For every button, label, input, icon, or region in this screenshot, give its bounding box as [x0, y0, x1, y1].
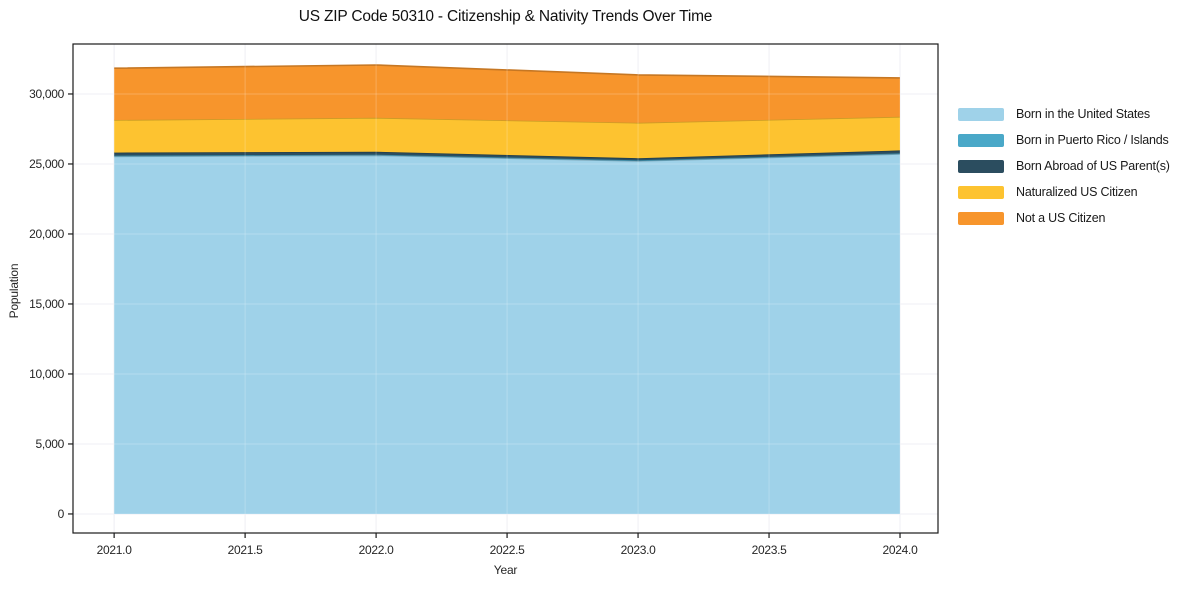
- y-tick-label: 20,000: [29, 227, 65, 241]
- legend-item: Not a US Citizen: [958, 205, 1170, 231]
- chart-title: US ZIP Code 50310 - Citizenship & Nativi…: [298, 8, 713, 25]
- area-series-4: [114, 65, 901, 123]
- area-series-4-edge: [114, 64, 901, 79]
- y-tick-label: 5,000: [35, 437, 64, 451]
- area-series-3: [114, 116, 901, 159]
- x-tick-label: 2021.0: [97, 543, 133, 557]
- legend-item: Born Abroad of US Parent(s): [958, 153, 1170, 179]
- y-axis-label: Population: [7, 263, 21, 319]
- legend-item: Naturalized US Citizen: [958, 179, 1170, 205]
- x-tick-label: 2022.5: [490, 543, 526, 557]
- legend-label: Naturalized US Citizen: [1016, 185, 1138, 199]
- y-tick-label: 10,000: [29, 367, 65, 381]
- legend-label: Not a US Citizen: [1016, 211, 1106, 225]
- y-tick-label: 0: [58, 507, 65, 521]
- legend: Born in the United States Born in Puerto …: [958, 101, 1170, 231]
- legend-item: Born in the United States: [958, 101, 1170, 127]
- x-tick-label: 2022.0: [359, 543, 395, 557]
- axes-spines: [72, 43, 939, 534]
- x-tick-label: 2021.5: [228, 543, 264, 557]
- legend-swatch: [958, 185, 1004, 199]
- legend-item: Born in Puerto Rico / Islands: [958, 127, 1170, 153]
- x-tick-label: 2023.0: [621, 543, 657, 557]
- legend-swatch: [958, 133, 1004, 147]
- y-tick-label: 25,000: [29, 157, 65, 171]
- x-tick-label: 2023.5: [752, 543, 788, 557]
- x-axis-label: Year: [493, 563, 518, 577]
- legend-swatch: [958, 159, 1004, 173]
- legend-label: Born Abroad of US Parent(s): [1016, 159, 1170, 173]
- legend-swatch: [958, 211, 1004, 225]
- legend-label: Born in Puerto Rico / Islands: [1016, 133, 1169, 147]
- legend-label: Born in the United States: [1016, 107, 1150, 121]
- x-tick-label: 2024.0: [883, 543, 919, 557]
- y-tick-label: 15,000: [29, 297, 65, 311]
- legend-swatch: [958, 107, 1004, 121]
- area-series-0: [114, 154, 901, 514]
- y-tick-label: 30,000: [29, 87, 65, 101]
